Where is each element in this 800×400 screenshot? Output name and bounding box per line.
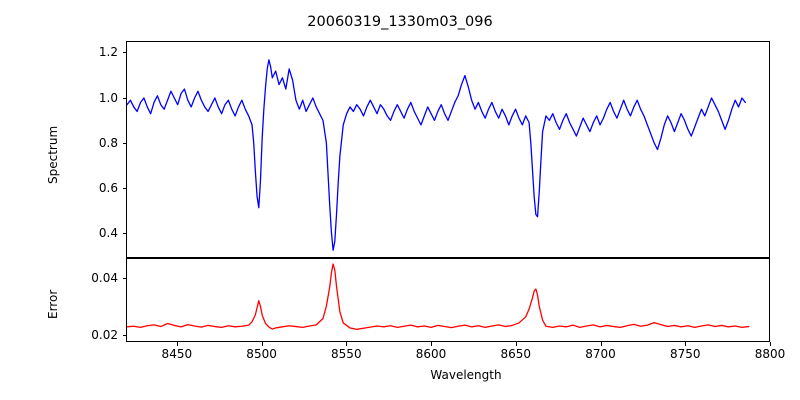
y-error-tick-mark xyxy=(122,277,126,280)
error-plot-panel xyxy=(126,258,770,342)
x-tick-label: 8450 xyxy=(161,347,193,361)
y-spectrum-tick-label: 1.2 xyxy=(98,45,118,60)
y-spectrum-tick-mark xyxy=(122,187,126,190)
y-spectrum-tick-label: 0.4 xyxy=(98,226,118,241)
error-trace xyxy=(127,264,749,329)
spectrum-plot-panel xyxy=(126,41,770,258)
y-spectrum-tick-label: 0.6 xyxy=(98,180,118,195)
x-tick-label: 8750 xyxy=(669,347,701,361)
y-spectrum-tick-label: 0.8 xyxy=(98,135,118,150)
x-tick-mark xyxy=(685,342,687,346)
x-tick-mark xyxy=(770,342,772,346)
y-spectrum-tick-mark xyxy=(122,233,126,235)
y-error-tick-mark xyxy=(122,334,126,336)
y-error-tick-label: 0.04 xyxy=(91,270,118,285)
y-spectrum-tick-mark xyxy=(122,142,126,144)
y-spectrum-tick-mark xyxy=(122,97,126,99)
spectrum-line-series xyxy=(127,42,769,257)
x-axis-label-wavelength: Wavelength xyxy=(430,368,502,382)
x-tick-label: 8600 xyxy=(415,347,447,361)
error-line-series xyxy=(127,259,769,341)
x-tick-label: 8700 xyxy=(585,347,616,361)
x-tick-mark xyxy=(431,342,433,346)
x-tick-mark xyxy=(600,342,602,346)
x-tick-mark xyxy=(515,342,517,346)
chart-title: 20060319_1330m03_096 xyxy=(307,14,493,30)
x-tick-mark xyxy=(346,342,348,346)
x-tick-mark xyxy=(176,342,178,346)
x-tick-mark xyxy=(261,342,263,346)
spectrum-trace xyxy=(127,60,745,250)
y-axis-label-spectrum: Spectrum xyxy=(46,125,60,184)
x-tick-label: 8800 xyxy=(754,347,786,361)
x-tick-label: 8500 xyxy=(246,347,277,361)
x-tick-label: 8550 xyxy=(331,347,362,361)
y-error-tick-label: 0.02 xyxy=(91,327,118,342)
y-spectrum-tick-mark xyxy=(122,52,126,54)
x-tick-label: 8650 xyxy=(500,347,532,361)
y-spectrum-tick-label: 1.0 xyxy=(98,90,118,105)
y-axis-label-error: Error xyxy=(46,289,60,319)
